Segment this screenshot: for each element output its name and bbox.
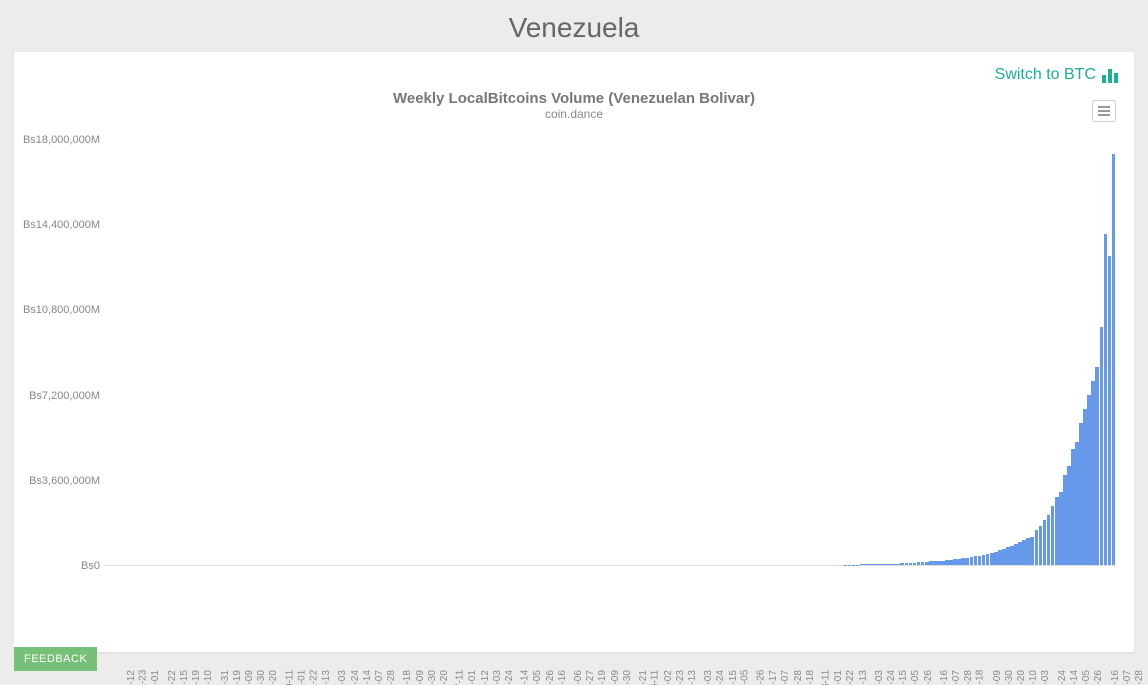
switch-label: Switch to BTC xyxy=(995,66,1096,84)
x-tick: 2018-05-05 xyxy=(1081,670,1092,685)
x-tick: 2017-06-03 xyxy=(874,670,885,685)
x-tick: 2016-10-15 xyxy=(728,670,739,685)
x-tick: 2017-01-28 xyxy=(793,670,804,685)
x-tick: 2018-02-10 xyxy=(1028,670,1039,685)
x-tick: 2017-01-07 xyxy=(780,670,791,685)
chart-card: Switch to BTC Weekly LocalBitcoins Volum… xyxy=(14,52,1134,652)
x-tick: 2016-03-19 xyxy=(598,670,609,685)
y-tick: Bs7,200,000M xyxy=(29,390,100,402)
x-tick: 2015-02-14 xyxy=(362,670,373,685)
x-tick: 2017-07-15 xyxy=(898,670,909,685)
x-tick: 2015-10-24 xyxy=(504,670,515,685)
x-tick: 2013-10-12 xyxy=(126,670,137,685)
x-tick: 2018-03-03 xyxy=(1041,670,1052,685)
x-tick: 2014-03-15 xyxy=(179,670,190,685)
x-tick: 2014-09-20 xyxy=(268,670,279,685)
x-tick: 2017-04-01 xyxy=(833,670,844,685)
x-tick: 2017-05-13 xyxy=(858,670,869,685)
x-tick: 2017-10-28 xyxy=(963,670,974,685)
x-tick: 2014-02-22 xyxy=(167,670,178,685)
x-tick: 2016-02-06 xyxy=(573,670,584,685)
x-tick: 2016-08-13 xyxy=(687,670,698,685)
x-tick: 2016-07-23 xyxy=(675,670,686,685)
x-tick: 2015-07-11 xyxy=(455,670,466,685)
bar[interactable] xyxy=(1112,154,1116,565)
x-tick: 2014-11-01 xyxy=(296,670,307,685)
x-tick: 2016-05-21 xyxy=(638,670,649,685)
x-tick: 2016-04-30 xyxy=(622,670,633,685)
x-tick: 2013-11-23 xyxy=(138,670,149,685)
x-tick: 2016-01-16 xyxy=(557,670,568,685)
x-tick: 2018-07-07 xyxy=(1122,670,1133,685)
x-tick: 2017-04-22 xyxy=(845,670,856,685)
x-tick: 2017-12-09 xyxy=(992,670,1003,685)
y-tick: Bs14,400,000M xyxy=(23,219,100,231)
x-tick: 2014-08-09 xyxy=(244,670,255,685)
x-tick: 2015-06-20 xyxy=(439,670,450,685)
x-tick: 2016-07-02 xyxy=(663,670,674,685)
x-tick: 2014-12-13 xyxy=(321,670,332,685)
x-tick: 2015-03-07 xyxy=(374,670,385,685)
x-tick: 2016-11-05 xyxy=(739,670,750,685)
x-tick: 2015-03-28 xyxy=(386,670,397,685)
x-tick: 2015-11-14 xyxy=(520,670,531,685)
y-tick: Bs10,800,000M xyxy=(23,304,100,316)
switch-to-btc-link[interactable]: Switch to BTC xyxy=(995,66,1118,84)
chart-title: Weekly LocalBitcoins Volume (Venezuelan … xyxy=(30,90,1118,107)
x-tick: 2016-04-09 xyxy=(610,670,621,685)
plot-area xyxy=(104,140,1116,566)
x-tick: 2017-02-18 xyxy=(805,670,816,685)
x-tick: 2014-05-10 xyxy=(203,670,214,685)
x-tick: 2016-02-27 xyxy=(585,670,596,685)
x-tick: 2017-03-11 xyxy=(821,670,832,685)
x-tick: 2015-10-03 xyxy=(492,670,503,685)
x-tick: 2015-12-05 xyxy=(533,670,544,685)
x-tick: 2015-12-26 xyxy=(545,670,556,685)
x-tick: 2017-08-05 xyxy=(911,670,922,685)
x-tick: 2018-03-24 xyxy=(1057,670,1068,685)
x-axis: 2013-10-122013-11-232014-02-012014-02-22… xyxy=(104,568,1116,650)
x-tick: 2014-02-01 xyxy=(150,670,161,685)
y-tick: Bs18,000,000M xyxy=(23,134,100,146)
x-tick: 2018-07-28 xyxy=(1134,670,1145,685)
x-tick: 2015-04-18 xyxy=(402,670,413,685)
x-tick: 2017-11-18 xyxy=(975,670,986,685)
x-tick: 2014-08-30 xyxy=(256,670,267,685)
x-tick: 2018-05-26 xyxy=(1093,670,1104,685)
x-tick: 2015-05-09 xyxy=(415,670,426,685)
x-tick: 2015-05-30 xyxy=(427,670,438,685)
y-axis: Bs0Bs3,600,000MBs7,200,000MBs10,800,000M… xyxy=(30,140,102,566)
x-tick: 2016-11-26 xyxy=(756,670,767,685)
x-tick: 2016-09-24 xyxy=(715,670,726,685)
y-tick: Bs3,600,000M xyxy=(29,475,100,487)
x-tick: 2014-11-22 xyxy=(309,670,320,685)
chart-menu-button[interactable] xyxy=(1092,100,1116,122)
x-tick: 2018-01-20 xyxy=(1016,670,1027,685)
y-tick: Bs0 xyxy=(81,560,100,572)
x-tick: 2015-08-01 xyxy=(468,670,479,685)
x-tick: 2016-12-17 xyxy=(768,670,779,685)
x-tick: 2014-10-11 xyxy=(284,670,295,685)
x-tick: 2018-06-16 xyxy=(1110,670,1121,685)
x-tick: 2017-10-07 xyxy=(951,670,962,685)
chart-subtitle: coin.dance xyxy=(30,107,1118,121)
bar-chart-icon xyxy=(1102,67,1118,83)
x-tick: 2014-05-31 xyxy=(220,670,231,685)
x-tick: 2014-07-19 xyxy=(232,670,243,685)
x-tick: 2015-01-03 xyxy=(337,670,348,685)
page-title: Venezuela xyxy=(0,0,1148,52)
x-tick: 2017-06-24 xyxy=(886,670,897,685)
bars-container xyxy=(104,140,1116,565)
x-tick: 2014-04-19 xyxy=(191,670,202,685)
x-tick: 2016-09-03 xyxy=(703,670,714,685)
x-tick: 2017-09-16 xyxy=(939,670,950,685)
x-tick: 2015-01-24 xyxy=(350,670,361,685)
x-tick: 2018-04-14 xyxy=(1069,670,1080,685)
feedback-button[interactable]: FEEDBACK xyxy=(14,647,97,671)
x-tick: 2015-09-12 xyxy=(480,670,491,685)
x-tick: 2017-12-30 xyxy=(1004,670,1015,685)
x-tick: 2017-08-26 xyxy=(923,670,934,685)
x-tick: 2016-06-11 xyxy=(650,670,661,685)
